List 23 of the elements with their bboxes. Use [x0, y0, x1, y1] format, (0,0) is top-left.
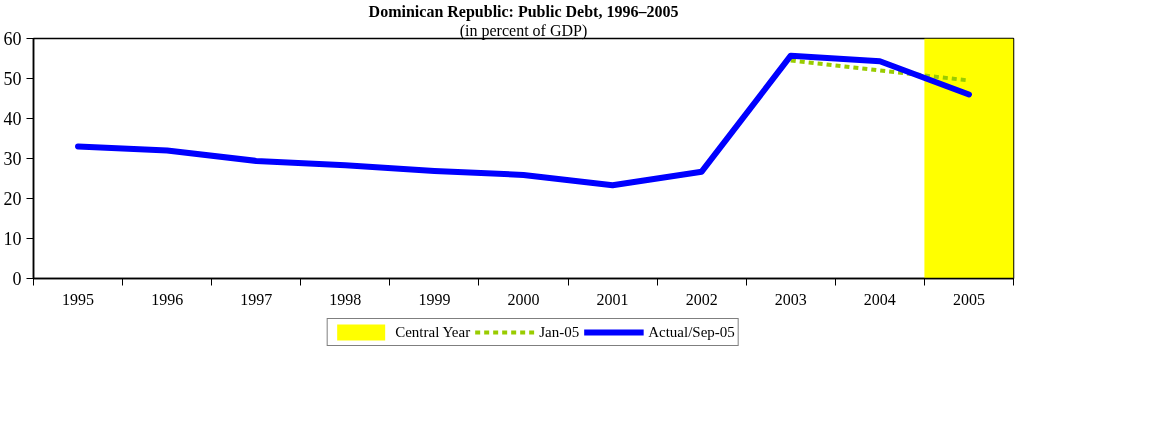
x-tick-label: 1997	[240, 290, 273, 308]
x-tick-label: 1995	[62, 290, 95, 308]
x-tick-label: 2000	[507, 290, 540, 308]
x-tick-label: 2001	[596, 290, 629, 308]
x-tick-label: 2003	[774, 290, 807, 308]
chart-subtitle: (in percent of GDP)	[459, 21, 588, 40]
y-tick-label: 40	[3, 109, 22, 129]
y-tick-label: 10	[3, 229, 22, 249]
x-tick-label: 1999	[418, 290, 451, 308]
y-tick-label: 50	[3, 69, 22, 89]
legend-label: Central Year	[395, 323, 471, 341]
chart-title: Dominican Republic: Public Debt, 1996–2005	[368, 2, 679, 21]
y-tick-label: 30	[3, 149, 22, 169]
x-tick-label: 2002	[685, 290, 718, 308]
x-tick-label: 2004	[863, 290, 896, 308]
x-tick-label: 1998	[329, 290, 362, 308]
legend-label: Actual/Sep-05	[648, 323, 735, 341]
x-tick-label: 1996	[151, 290, 184, 308]
x-tick-label: 2005	[952, 290, 985, 308]
y-tick-label: 20	[3, 189, 22, 209]
y-tick-label: 0	[12, 269, 22, 289]
legend-label: Jan-05	[539, 323, 580, 341]
y-tick-label: 60	[3, 29, 22, 49]
